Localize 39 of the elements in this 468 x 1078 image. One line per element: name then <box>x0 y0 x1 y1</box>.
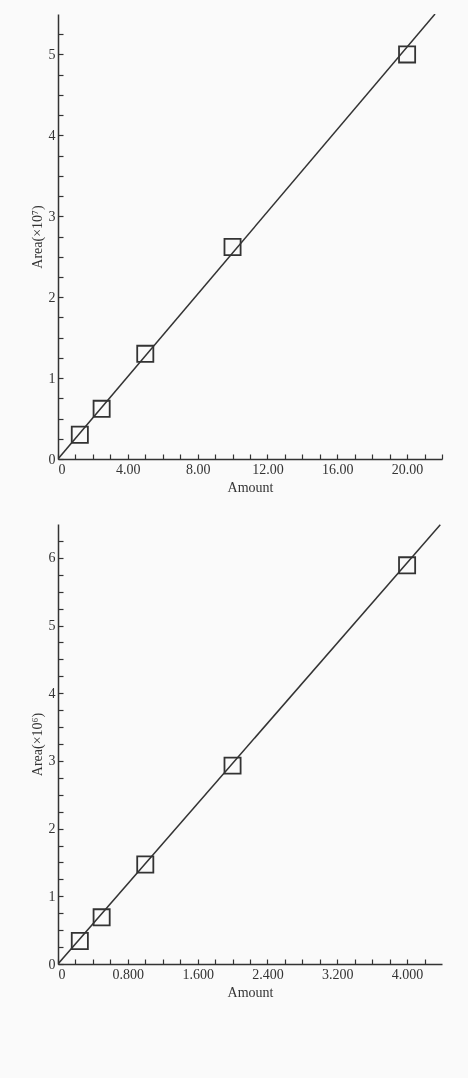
y-tick-label: 2 <box>48 821 56 837</box>
x-tick-label: 1.600 <box>182 966 214 982</box>
x-tick-label: 20.00 <box>391 461 424 477</box>
y-tick-label: 0 <box>48 956 56 972</box>
x-tick-label: 12.00 <box>252 461 284 477</box>
point <box>92 908 111 927</box>
x-tick-label: 8.00 <box>185 461 211 477</box>
point <box>223 756 242 775</box>
x-axis-title: Amount <box>227 984 274 1000</box>
x-tick-label: 4.00 <box>116 461 141 477</box>
y-tick-label: 4 <box>48 127 56 143</box>
point <box>92 399 111 418</box>
y-tick-label: 5 <box>48 618 56 634</box>
x-tick-label: 3.200 <box>322 966 354 982</box>
x-tick-label: 0 <box>58 461 66 477</box>
point <box>398 556 417 575</box>
x-tick-label: 0.800 <box>112 966 145 982</box>
x-tick-label: 16.00 <box>322 461 354 477</box>
y-tick-label: 5 <box>48 46 56 62</box>
y-tick-label: 3 <box>48 208 56 224</box>
x-tick-label: 0 <box>58 966 66 982</box>
y-tick-label: 3 <box>48 753 56 769</box>
x-tick-label: 4.000 <box>391 966 424 982</box>
x-axis-title: Amount <box>227 479 274 495</box>
y-tick-label: 0 <box>48 451 56 467</box>
y-axis-title: Area(×10⁷) <box>29 205 46 269</box>
y-tick-label: 6 <box>48 550 56 566</box>
y-axis-title: Area(×10⁶) <box>29 712 46 777</box>
y-tick-label: 1 <box>48 888 56 904</box>
point <box>70 425 89 444</box>
point <box>223 238 242 256</box>
point <box>398 45 417 64</box>
point <box>136 855 155 874</box>
point <box>136 344 155 363</box>
y-tick-label: 1 <box>48 370 56 386</box>
point <box>70 932 89 950</box>
y-tick-label: 4 <box>48 685 56 701</box>
x-tick-label: 2.400 <box>252 966 284 982</box>
y-tick-label: 2 <box>48 289 56 305</box>
